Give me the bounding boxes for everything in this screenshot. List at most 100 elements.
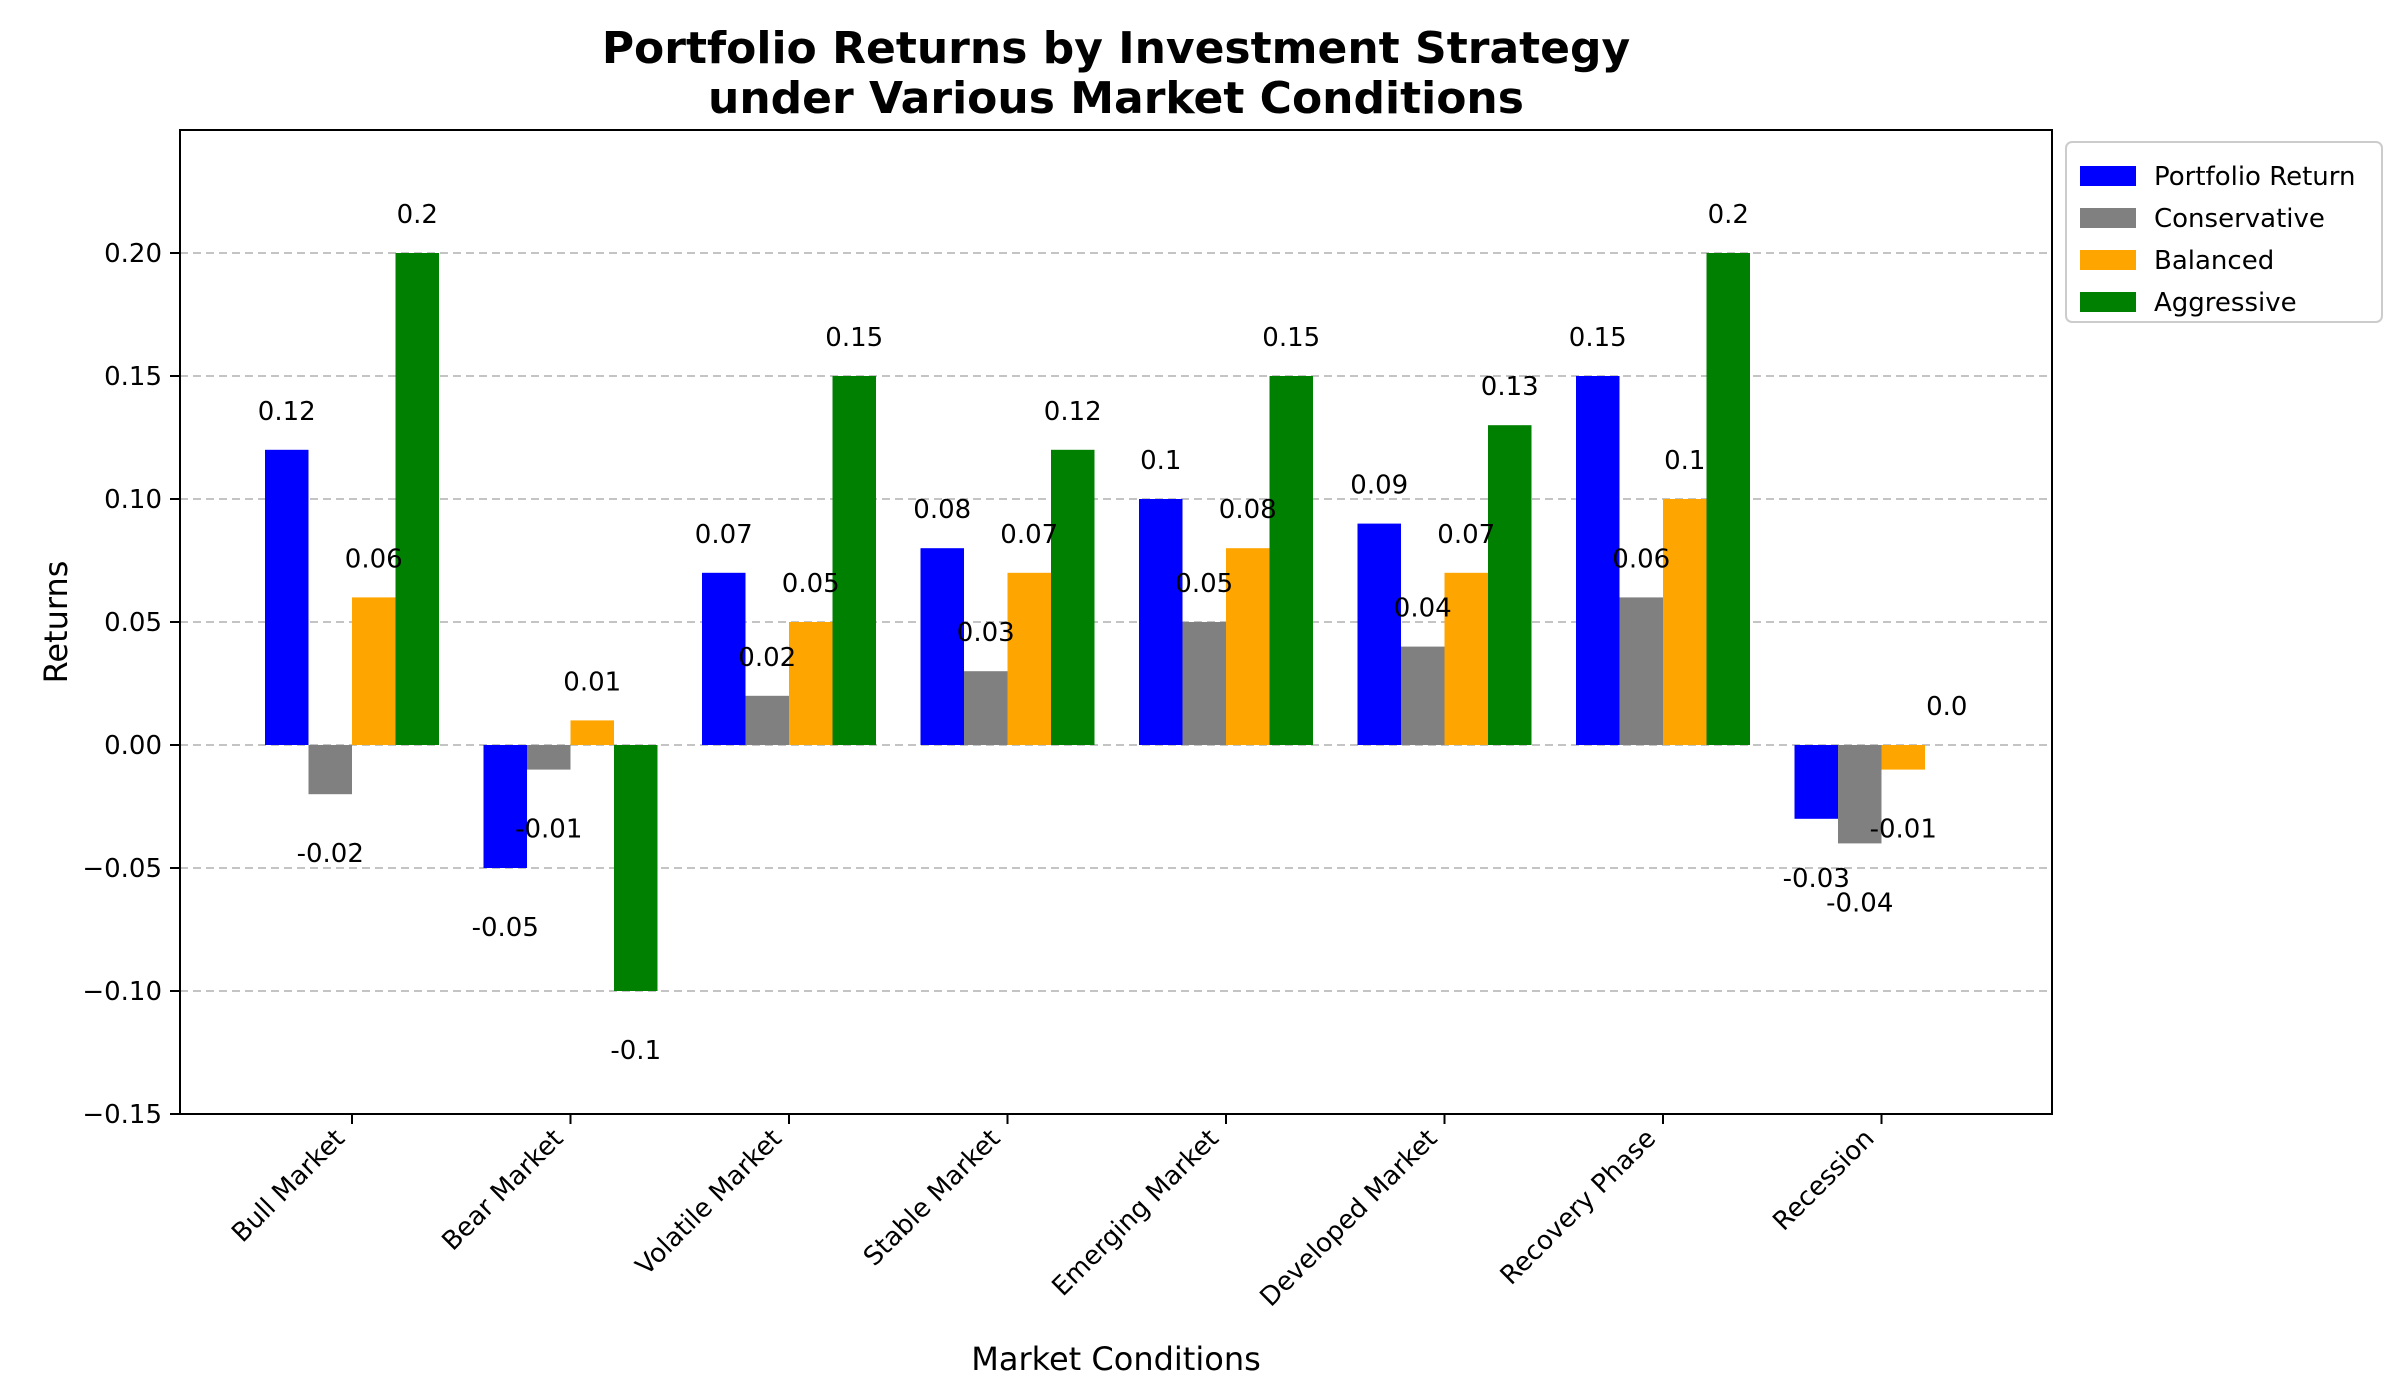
data-label: 0.13 bbox=[1481, 372, 1539, 402]
data-label: 0.07 bbox=[695, 520, 753, 550]
bar-aggressive bbox=[614, 745, 658, 991]
bar-balanced bbox=[1444, 572, 1488, 745]
bar-conservative bbox=[1619, 597, 1663, 745]
x-axis-label: Market Conditions bbox=[971, 1340, 1261, 1378]
data-label: 0.07 bbox=[1000, 520, 1058, 550]
bar-aggressive bbox=[832, 376, 876, 745]
bar-conservative bbox=[745, 695, 789, 745]
legend-swatch bbox=[2080, 208, 2136, 228]
x-tick-label: Volatile Market bbox=[630, 1124, 788, 1282]
y-tick-label: −0.10 bbox=[82, 977, 162, 1007]
bar-conservative bbox=[1401, 646, 1445, 745]
y-tick-label: −0.05 bbox=[82, 854, 162, 884]
legend-label: Aggressive bbox=[2154, 288, 2297, 318]
data-label: 0.15 bbox=[825, 323, 883, 353]
y-tick-label: 0.15 bbox=[104, 362, 162, 392]
bar-balanced bbox=[1663, 499, 1707, 745]
legend-label: Portfolio Return bbox=[2154, 162, 2356, 192]
legend-swatch bbox=[2080, 292, 2136, 312]
chart-title-line: under Various Market Conditions bbox=[708, 73, 1524, 124]
data-label: 0.0 bbox=[1926, 692, 1967, 722]
grid-lines bbox=[180, 252, 2052, 1115]
y-tick-label: −0.15 bbox=[82, 1100, 162, 1130]
bar-balanced bbox=[352, 597, 396, 745]
bar-conservative bbox=[1838, 745, 1882, 844]
data-label: 0.05 bbox=[782, 569, 840, 599]
bar-portfolio-return bbox=[702, 572, 746, 745]
bar-portfolio-return bbox=[483, 745, 527, 868]
legend-label: Balanced bbox=[2154, 246, 2274, 276]
y-axis-ticks: −0.15 −0.10 −0.05 0.00 0.05 0.10 0.15 0.20 bbox=[82, 239, 180, 1130]
x-tick-label: Recession bbox=[1767, 1124, 1880, 1237]
bar-aggressive bbox=[1269, 376, 1313, 745]
data-label: -0.01 bbox=[515, 815, 582, 845]
y-axis-label: Returns bbox=[37, 561, 75, 684]
y-tick-label: 0.05 bbox=[104, 608, 162, 638]
data-label: 0.09 bbox=[1350, 471, 1408, 501]
legend-label: Conservative bbox=[2154, 204, 2325, 234]
data-label: 0.15 bbox=[1262, 323, 1320, 353]
y-tick-label: 0.20 bbox=[104, 239, 162, 269]
y-tick-label: 0.10 bbox=[104, 485, 162, 515]
x-tick-label: Bull Market bbox=[226, 1124, 351, 1249]
chart-title: Portfolio Returns by Investment Strategy… bbox=[602, 23, 1630, 124]
bars bbox=[265, 253, 1925, 991]
bar-aggressive bbox=[1706, 253, 1750, 745]
x-tick-label: Emerging Market bbox=[1047, 1124, 1225, 1302]
data-label: 0.06 bbox=[1612, 544, 1670, 574]
bar-aggressive bbox=[1051, 449, 1095, 745]
bar-portfolio-return bbox=[1794, 745, 1838, 819]
x-tick-label: Bear Market bbox=[436, 1124, 569, 1257]
data-label: 0.01 bbox=[563, 667, 621, 697]
bar-balanced bbox=[570, 720, 614, 745]
data-label: 0.08 bbox=[1219, 495, 1277, 525]
data-label: -0.03 bbox=[1783, 864, 1850, 894]
data-label: -0.02 bbox=[297, 839, 364, 869]
x-tick-label: Stable Market bbox=[858, 1124, 1006, 1272]
bar-conservative bbox=[1182, 622, 1226, 745]
bar-portfolio-return bbox=[1139, 499, 1183, 745]
data-label: 0.15 bbox=[1569, 323, 1627, 353]
data-label: 0.2 bbox=[397, 200, 438, 230]
bar-portfolio-return bbox=[265, 449, 309, 745]
bar-aggressive bbox=[1488, 425, 1532, 745]
bar-balanced bbox=[789, 622, 833, 745]
bar-conservative bbox=[527, 745, 571, 770]
data-label: 0.03 bbox=[957, 618, 1015, 648]
y-tick-label: 0.00 bbox=[104, 731, 162, 761]
bar-conservative bbox=[964, 671, 1008, 745]
data-labels: 0.12 -0.02 0.06 0.2 -0.05 -0.01 0.01 -0.1 0.07 0.… bbox=[258, 200, 1968, 1066]
data-label: 0.2 bbox=[1708, 200, 1749, 230]
data-label: 0.05 bbox=[1175, 569, 1233, 599]
data-label: 0.04 bbox=[1394, 594, 1452, 624]
data-label: 0.06 bbox=[345, 544, 403, 574]
data-label: 0.02 bbox=[738, 643, 796, 673]
x-tick-label: Recovery Phase bbox=[1495, 1124, 1662, 1291]
bar-aggressive bbox=[395, 253, 439, 745]
data-label: -0.01 bbox=[1870, 815, 1937, 845]
bar-portfolio-return bbox=[1576, 376, 1620, 745]
data-label: -0.05 bbox=[472, 913, 539, 943]
x-tick-label: Developed Market bbox=[1255, 1124, 1444, 1313]
bar-balanced bbox=[1881, 745, 1925, 770]
data-label: -0.04 bbox=[1826, 888, 1893, 918]
legend-swatch bbox=[2080, 250, 2136, 270]
legend: Portfolio Return Conservative Balanced Aggr… bbox=[2065, 141, 2383, 323]
bar-balanced bbox=[1007, 572, 1051, 745]
bar-balanced bbox=[1226, 548, 1270, 745]
bar-portfolio-return bbox=[1357, 523, 1401, 745]
chart-title-line: Portfolio Returns by Investment Strategy bbox=[602, 23, 1630, 74]
bar-conservative bbox=[308, 745, 352, 795]
bar-portfolio-return bbox=[920, 548, 964, 745]
data-label: 0.1 bbox=[1140, 446, 1181, 476]
data-label: 0.12 bbox=[258, 397, 316, 427]
data-label: 0.1 bbox=[1664, 446, 1705, 476]
legend-swatch bbox=[2080, 166, 2136, 186]
data-label: 0.12 bbox=[1044, 397, 1102, 427]
legend-box bbox=[2065, 141, 2383, 323]
data-label: 0.07 bbox=[1437, 520, 1495, 550]
data-label: -0.1 bbox=[610, 1036, 661, 1066]
data-label: 0.08 bbox=[913, 495, 971, 525]
x-axis-ticks: Bull Market Bear Market Volatile Market Sta… bbox=[226, 1114, 1883, 1313]
